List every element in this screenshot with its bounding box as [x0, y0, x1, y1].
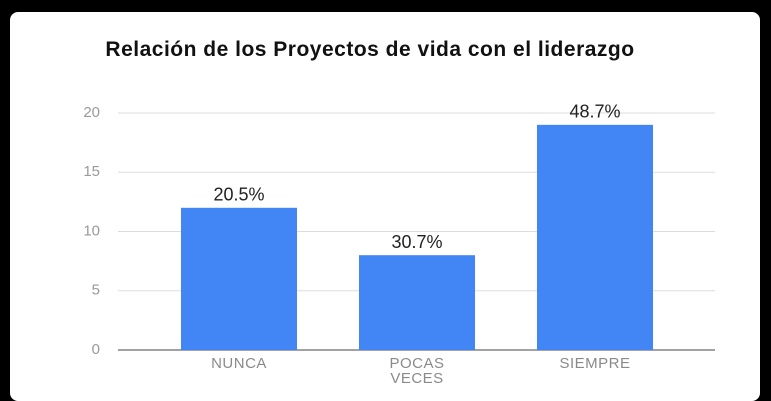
y-tick-label: 15	[83, 163, 100, 180]
bar-annotation: 20.5%	[213, 185, 264, 205]
y-tick-label: 0	[92, 341, 100, 358]
bar-annotation: 48.7%	[569, 102, 620, 122]
y-tick-label: 5	[92, 282, 100, 299]
chart: 0 5 10 15 20 20.5% 30.7% 48.7%	[83, 102, 715, 358]
chart-card: Relación de los Proyectos de vida con el…	[10, 12, 760, 401]
bar-annotation: 30.7%	[391, 232, 442, 252]
x-tick-label: POCAS VECES	[389, 355, 445, 387]
x-tick-label: NUNCA	[211, 355, 267, 372]
chart-title: Relación de los Proyectos de vida con el…	[105, 38, 635, 61]
bar	[359, 255, 475, 350]
x-tick-label: SIEMPRE	[559, 355, 631, 372]
bar	[181, 207, 297, 350]
y-tick-label: 10	[83, 222, 100, 239]
y-tick-label: 20	[83, 104, 100, 121]
bar	[537, 124, 653, 350]
